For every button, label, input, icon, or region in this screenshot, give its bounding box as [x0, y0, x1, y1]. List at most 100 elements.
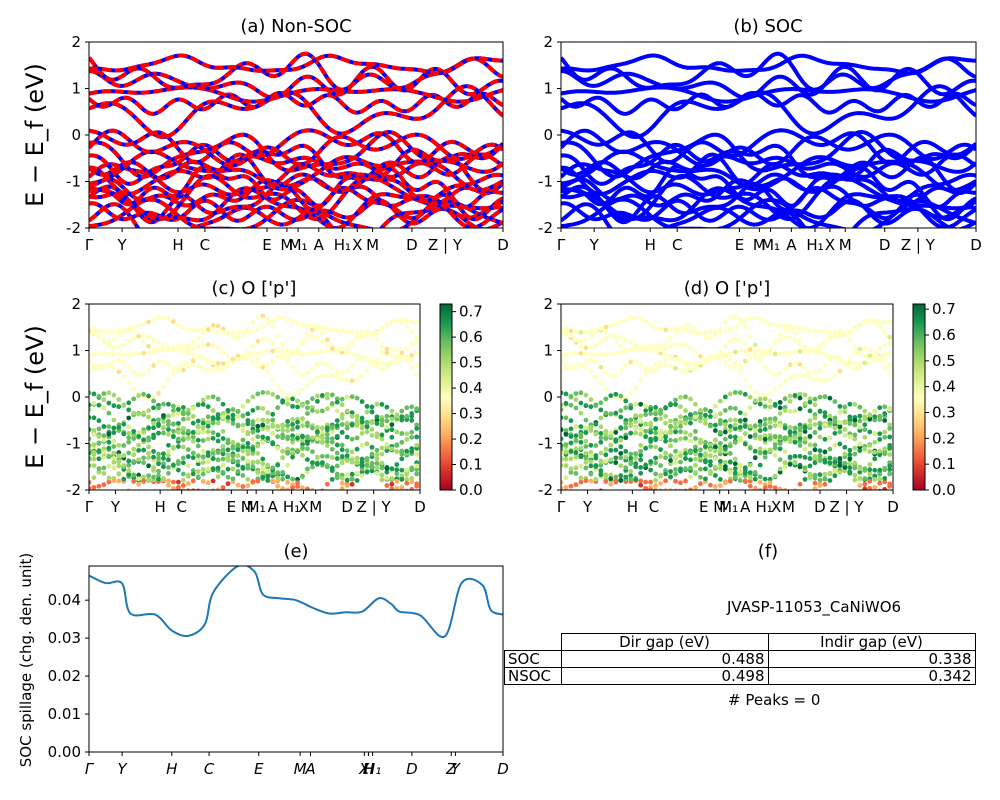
band-point	[305, 399, 310, 405]
band-point	[399, 439, 405, 445]
band-point	[872, 484, 878, 490]
x-tick-label: A	[786, 236, 797, 254]
band-point	[344, 328, 350, 334]
band-point	[683, 451, 688, 456]
band-point	[882, 342, 888, 348]
band-point	[613, 478, 619, 484]
band-point	[698, 407, 703, 413]
band-point	[409, 434, 415, 440]
band-point	[409, 365, 415, 371]
band-point	[175, 429, 181, 435]
band-point	[141, 429, 147, 435]
band-point	[374, 414, 380, 420]
band-point	[827, 420, 833, 426]
band-point	[762, 454, 768, 460]
band-point	[561, 328, 564, 334]
band-point	[250, 394, 256, 400]
band-point	[847, 452, 853, 458]
band-point	[568, 434, 574, 440]
band-point	[638, 431, 644, 437]
band-point	[200, 478, 206, 484]
band-line	[561, 53, 976, 76]
band-point	[190, 438, 196, 444]
band-point	[116, 450, 122, 455]
band-point	[285, 446, 290, 452]
band-point	[872, 456, 878, 462]
x-tick-label: H	[166, 760, 177, 778]
band-point	[255, 451, 261, 456]
band-point	[837, 332, 843, 338]
band-point	[802, 373, 808, 379]
band-point	[877, 346, 883, 351]
band-point	[334, 328, 340, 333]
band-point	[737, 390, 743, 396]
x-tick-label: M	[280, 236, 293, 254]
band-point	[822, 476, 828, 481]
band-point	[190, 468, 196, 473]
band-point	[161, 430, 166, 436]
band-point	[275, 462, 281, 468]
colorbar-tick-label: 0.6	[932, 326, 956, 344]
band-point	[583, 417, 589, 423]
band-point	[389, 446, 395, 452]
band-point	[230, 416, 236, 422]
band-point	[688, 396, 693, 402]
band-point	[603, 436, 609, 441]
band-point	[638, 470, 644, 476]
band-point	[205, 459, 211, 465]
band-point	[111, 337, 117, 342]
band-point	[852, 326, 858, 332]
band-point	[151, 395, 156, 400]
x-tick-label: A	[268, 498, 279, 516]
band-point	[290, 396, 295, 402]
band-point	[797, 395, 803, 401]
band-point	[817, 483, 823, 488]
band-point	[374, 465, 380, 471]
band-point	[265, 478, 271, 483]
band-point	[354, 330, 360, 336]
band-point	[832, 399, 838, 404]
band-point	[195, 402, 201, 408]
band-point	[742, 411, 748, 417]
band-point	[802, 365, 808, 371]
band-point	[568, 456, 574, 462]
band-point	[857, 346, 863, 352]
band-point	[220, 401, 226, 407]
band-point	[561, 353, 564, 358]
band-point	[563, 442, 569, 448]
band-point	[91, 456, 97, 462]
y-tick-label: -1	[66, 173, 81, 191]
x-tick-label: E	[699, 498, 708, 516]
band-point	[772, 322, 778, 328]
band-point	[364, 368, 370, 374]
band-point	[782, 350, 788, 356]
panel-c-title: (c) O ['p']	[212, 278, 297, 299]
band-point	[409, 429, 415, 435]
band-point	[101, 391, 107, 397]
band-point	[623, 405, 629, 411]
band-point	[618, 477, 624, 483]
band-point	[817, 472, 823, 478]
band-point	[240, 428, 246, 433]
band-point	[802, 346, 808, 352]
band-point	[414, 371, 420, 377]
band-point	[359, 332, 365, 337]
band-point	[837, 456, 843, 461]
colorbar-tick-label: 0.0	[459, 481, 483, 499]
band-point	[136, 434, 142, 439]
band-point	[364, 462, 370, 468]
band-point	[240, 473, 246, 478]
band-point	[235, 482, 241, 488]
band-point	[752, 342, 758, 348]
band-point	[364, 420, 370, 425]
band-line-dashed	[89, 161, 503, 203]
y-tick-label: -2	[66, 481, 81, 499]
band-point	[613, 410, 619, 416]
x-tick-label: Y	[582, 498, 593, 516]
band-point	[106, 445, 112, 451]
band-point	[737, 424, 743, 430]
band-point	[329, 392, 335, 398]
x-tick-label: Z	[445, 760, 457, 778]
band-point	[210, 466, 216, 472]
band-point	[561, 479, 564, 485]
